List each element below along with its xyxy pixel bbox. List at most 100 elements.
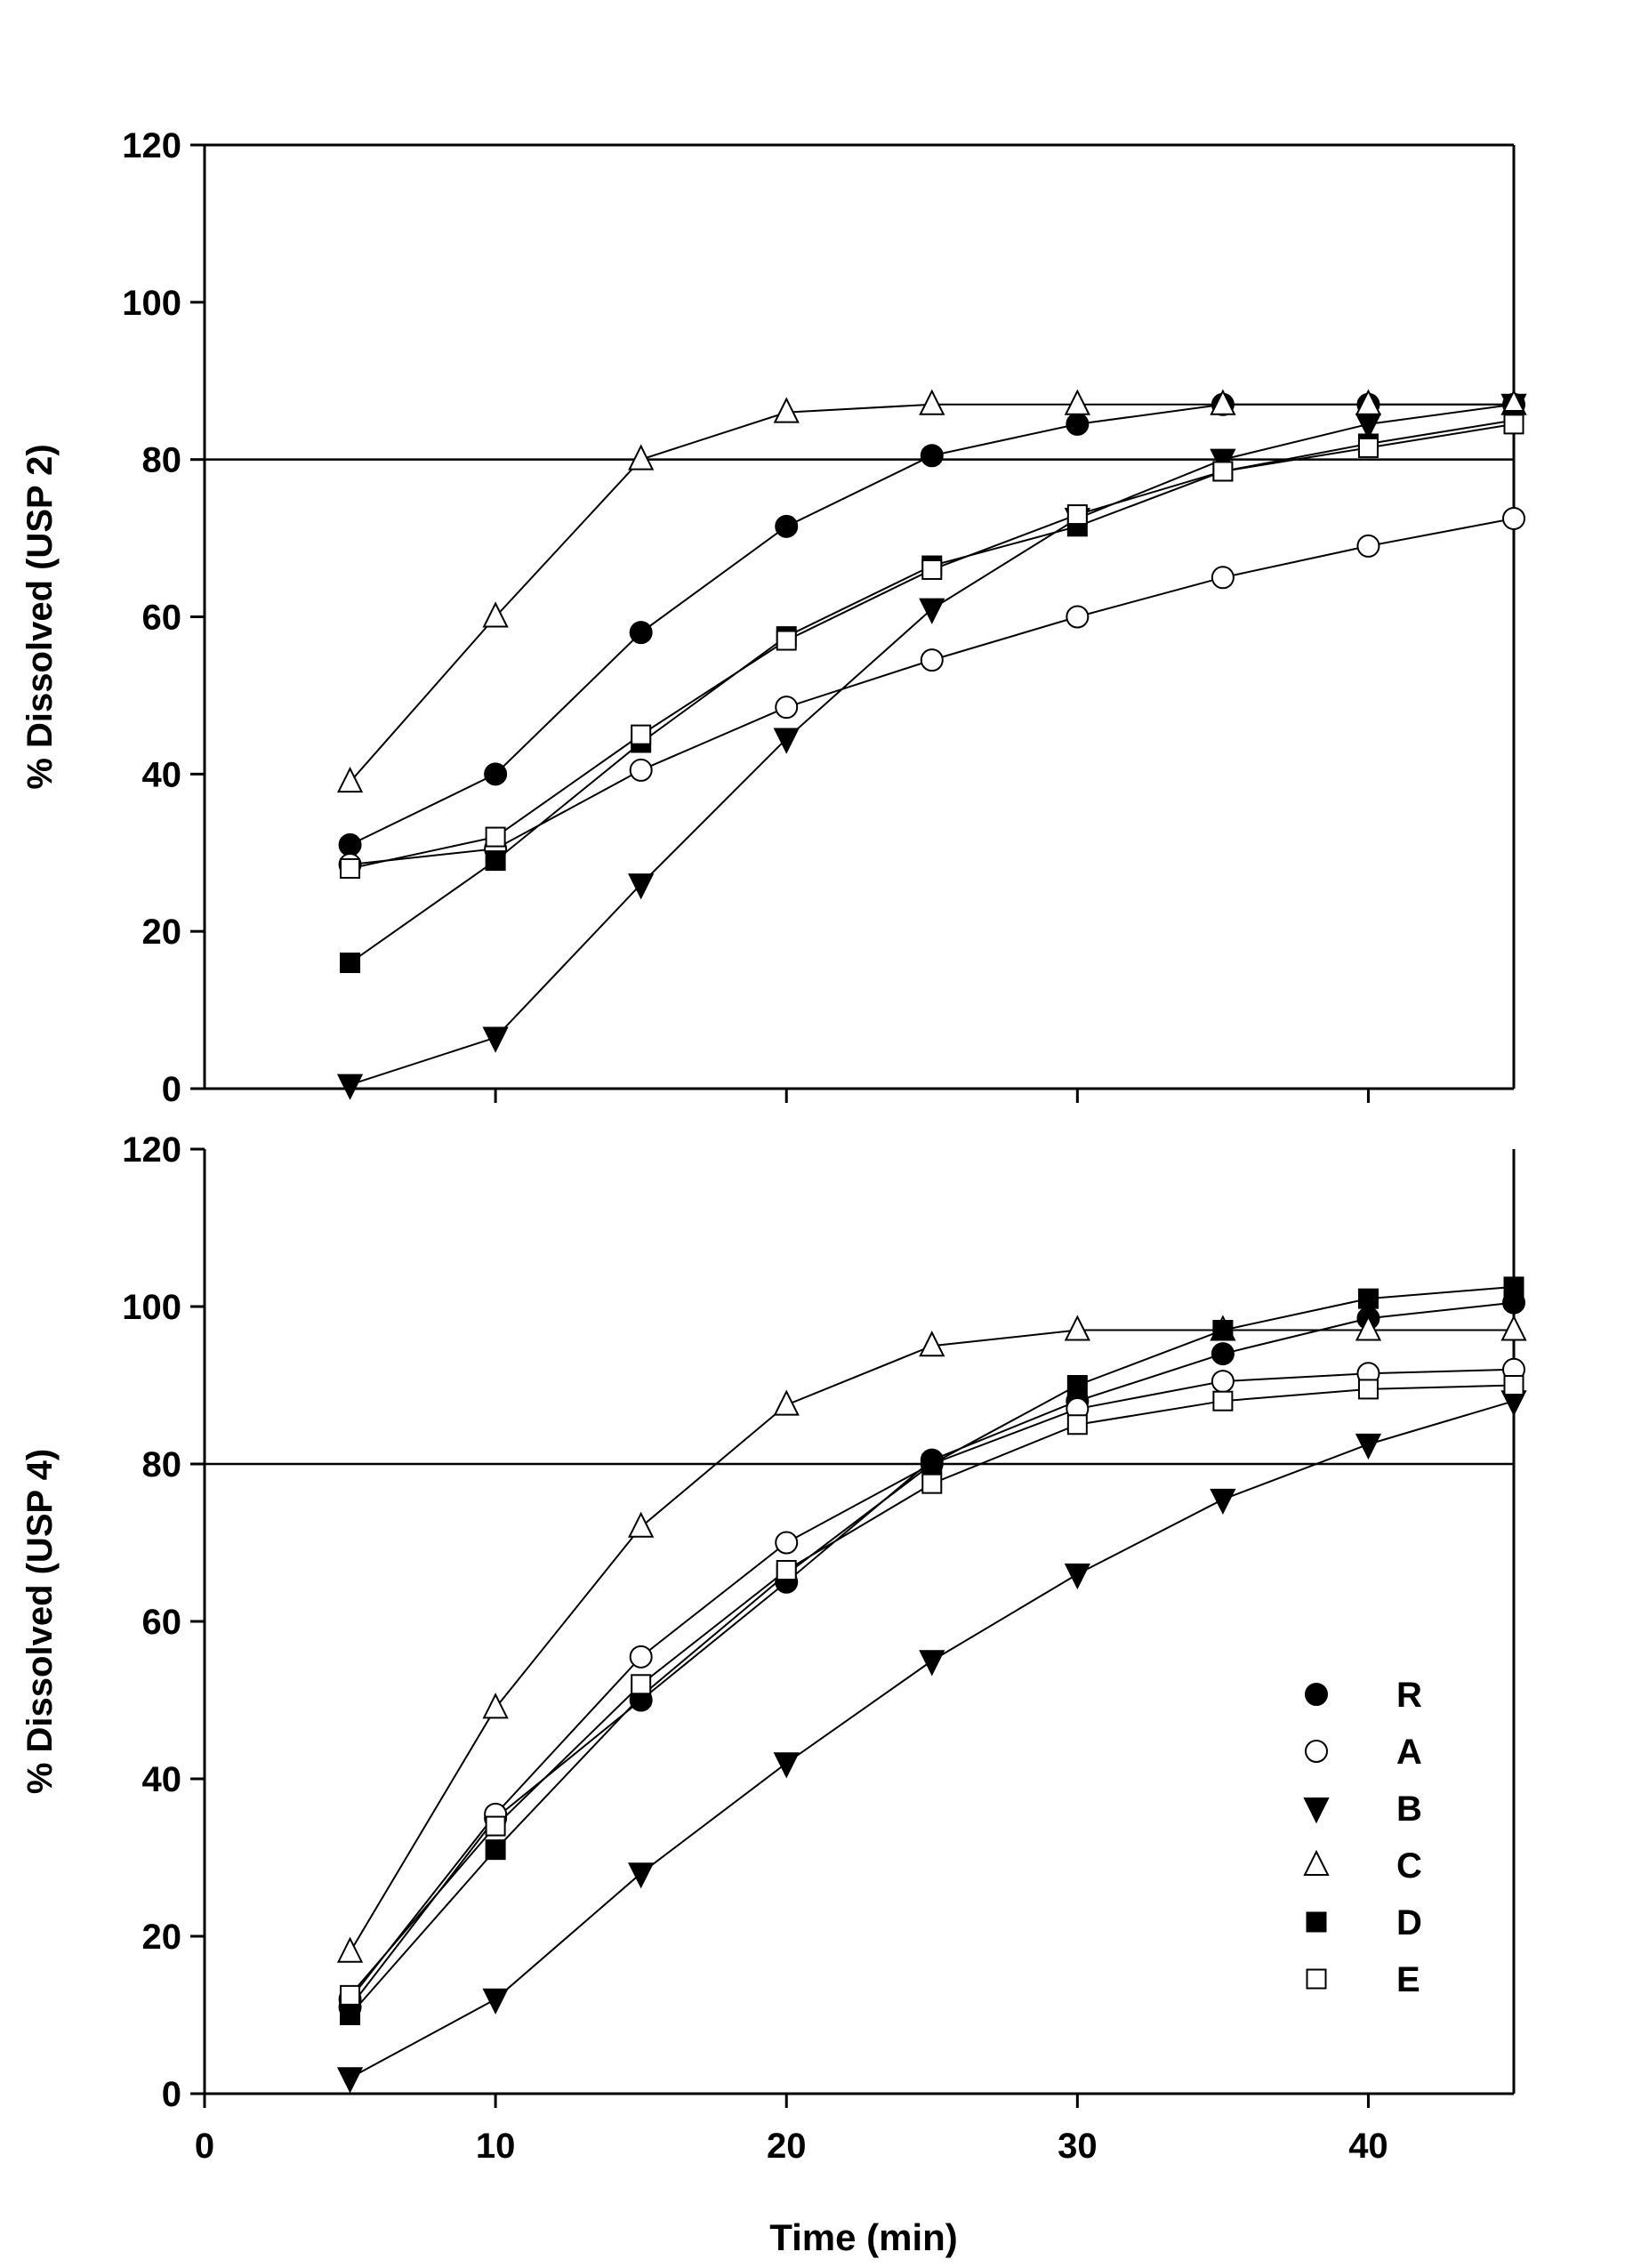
legend-marker-E <box>1306 1968 1327 1990</box>
data-point-E <box>776 630 797 651</box>
data-point-D <box>485 850 506 872</box>
data-point-E <box>631 724 652 745</box>
y-tick-label: 120 <box>122 1130 181 1170</box>
data-point-R <box>1066 412 1090 436</box>
data-point-B <box>1064 1563 1090 1590</box>
data-point-D <box>340 2005 361 2025</box>
y-tick-label: 40 <box>142 1760 182 1799</box>
data-point-E <box>485 826 506 848</box>
data-point-B <box>919 598 945 624</box>
y-tick-label: 100 <box>122 1288 181 1327</box>
data-point-A <box>629 1645 653 1669</box>
data-point-D <box>1066 1375 1088 1395</box>
y-tick-label: 40 <box>142 755 182 794</box>
y-tick-label: 80 <box>142 1445 182 1484</box>
data-point-B <box>773 1752 800 1779</box>
data-point-C <box>773 397 800 423</box>
data-point-C <box>628 444 655 470</box>
data-point-E <box>1066 504 1088 526</box>
data-point-A <box>775 1531 799 1555</box>
data-point-E <box>485 1815 506 1837</box>
legend-label-B: B <box>1396 1789 1422 1829</box>
legend-marker-B <box>1303 1798 1330 1824</box>
data-point-D <box>1503 1276 1524 1298</box>
data-point-R <box>775 514 799 538</box>
y-axis-title: % Dissolved (USP 4) <box>20 1449 60 1794</box>
data-point-C <box>1500 1315 1527 1341</box>
data-point-E <box>1212 1390 1234 1411</box>
data-point-C <box>919 1331 945 1357</box>
y-axis-title: % Dissolved (USP 2) <box>20 444 60 789</box>
x-tick-label: 30 <box>1058 2127 1098 2166</box>
data-point-B <box>919 1650 945 1677</box>
y-tick-label: 0 <box>162 2075 181 2114</box>
data-point-C <box>482 1693 509 1719</box>
data-point-D <box>340 953 361 974</box>
legend-marker-R <box>1305 1683 1328 1706</box>
legend-marker-D <box>1306 1911 1327 1933</box>
data-point-R <box>629 621 653 645</box>
data-point-A <box>1502 506 1525 530</box>
data-point-C <box>1064 389 1090 415</box>
y-tick-label: 20 <box>142 1918 182 1957</box>
x-tick-label: 20 <box>767 2127 807 2166</box>
y-tick-label: 100 <box>122 284 181 323</box>
data-point-C <box>919 389 945 415</box>
data-point-E <box>776 1559 797 1580</box>
y-tick-label: 60 <box>142 599 182 638</box>
data-point-E <box>1212 461 1234 482</box>
data-point-E <box>1357 437 1379 458</box>
y-tick-label: 120 <box>122 126 181 165</box>
data-point-C <box>1355 389 1382 415</box>
data-point-E <box>1503 1375 1524 1395</box>
x-tick-label: 40 <box>1348 2127 1388 2166</box>
legend-marker-A <box>1305 1740 1328 1763</box>
data-point-A <box>775 696 799 720</box>
data-point-A <box>1066 605 1090 629</box>
data-point-E <box>921 1473 943 1494</box>
data-point-R <box>338 832 362 857</box>
data-point-B <box>1355 1433 1382 1460</box>
data-point-C <box>628 1511 655 1538</box>
data-point-B <box>1210 1488 1236 1516</box>
data-point-E <box>340 1984 361 2006</box>
data-point-C <box>336 766 364 793</box>
y-tick-label: 0 <box>162 1070 181 1109</box>
data-point-B <box>482 1026 509 1053</box>
y-tick-label: 60 <box>142 1603 182 1642</box>
data-point-B <box>336 1074 364 1100</box>
data-point-C <box>773 1389 800 1416</box>
data-point-R <box>484 762 508 786</box>
data-point-A <box>1211 566 1235 590</box>
data-point-A <box>1211 1370 1235 1394</box>
data-point-D <box>1212 1320 1234 1341</box>
data-point-C <box>1210 389 1236 415</box>
x-tick-label: 10 <box>476 2127 516 2166</box>
legend-label-R: R <box>1396 1676 1422 1715</box>
data-point-C <box>1064 1315 1090 1341</box>
data-point-A <box>1356 534 1380 558</box>
data-point-E <box>921 559 943 580</box>
data-point-B <box>773 728 800 754</box>
legend-label-E: E <box>1396 1960 1420 1999</box>
data-point-D <box>1357 1288 1379 1309</box>
x-tick-label: 0 <box>195 2127 214 2166</box>
y-tick-label: 20 <box>142 913 182 952</box>
data-point-B <box>336 2067 364 2094</box>
legend-label-C: C <box>1396 1846 1422 1886</box>
data-point-A <box>920 648 944 672</box>
data-point-E <box>631 1674 652 1695</box>
data-point-C <box>336 1936 364 1963</box>
legend-marker-C <box>1303 1849 1330 1876</box>
data-point-C <box>482 601 509 628</box>
data-point-B <box>628 873 655 900</box>
data-point-D <box>485 1839 506 1861</box>
data-point-R <box>920 444 944 468</box>
x-axis-title: Time (min) <box>769 2216 958 2258</box>
data-point-D <box>921 1453 943 1475</box>
data-point-E <box>1503 414 1524 435</box>
usp2-chart-panel: 0 20 40 60 80 100 120 % Dissolved (USP 2) <box>20 126 1527 1109</box>
data-point-E <box>340 857 361 879</box>
data-point-R <box>1211 1342 1235 1366</box>
